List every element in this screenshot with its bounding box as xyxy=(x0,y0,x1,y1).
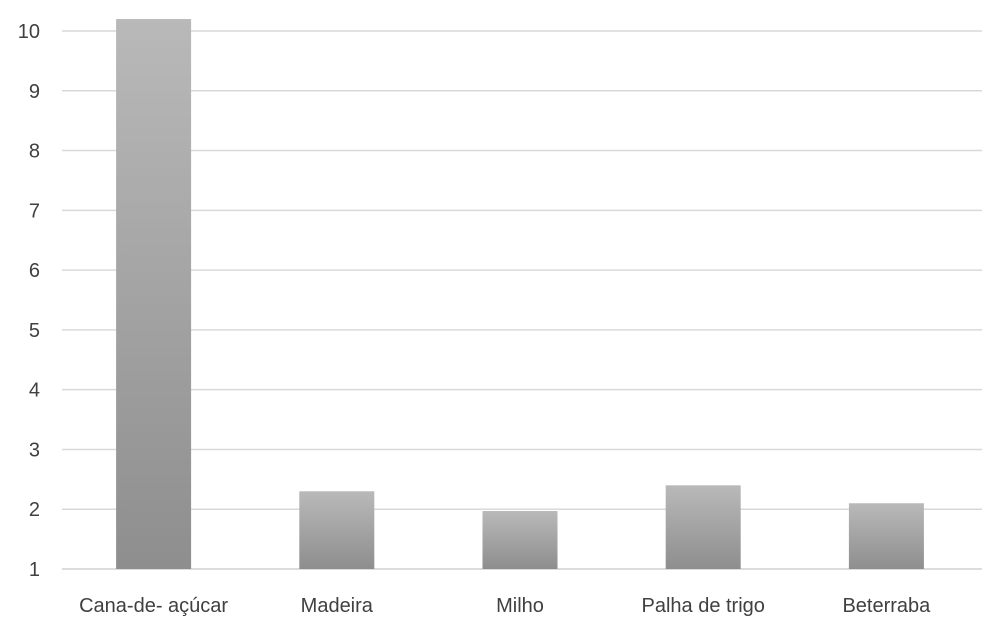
bar xyxy=(482,511,558,569)
x-category-label: Cana-de- açúcar xyxy=(79,595,228,617)
x-category-label: Milho xyxy=(496,595,544,617)
y-tick-label: 5 xyxy=(29,320,40,342)
y-tick-label: 7 xyxy=(29,200,40,222)
y-tick-label: 6 xyxy=(29,260,40,282)
bar xyxy=(848,503,924,569)
x-category-label: Palha de trigo xyxy=(641,595,764,617)
y-tick-label: 3 xyxy=(29,439,40,461)
y-tick-label: 10 xyxy=(18,21,40,43)
y-tick-label: 4 xyxy=(29,380,40,402)
y-tick-label: 1 xyxy=(29,559,40,581)
bar xyxy=(116,19,192,570)
x-category-label: Beterraba xyxy=(842,595,931,617)
bar xyxy=(665,485,741,569)
x-category-label: Madeira xyxy=(301,595,374,617)
y-tick-label: 2 xyxy=(29,499,40,521)
gridlines xyxy=(62,30,982,570)
y-axis-tick-labels: 1 2 3 4 5 6 7 8 9 10 xyxy=(18,21,40,581)
x-axis-category-labels: Cana-de- açúcar Madeira Milho Palha de trig… xyxy=(79,595,931,617)
bar xyxy=(299,491,375,569)
bars xyxy=(116,19,924,570)
y-tick-label: 9 xyxy=(29,81,40,103)
y-tick-label: 8 xyxy=(29,141,40,163)
